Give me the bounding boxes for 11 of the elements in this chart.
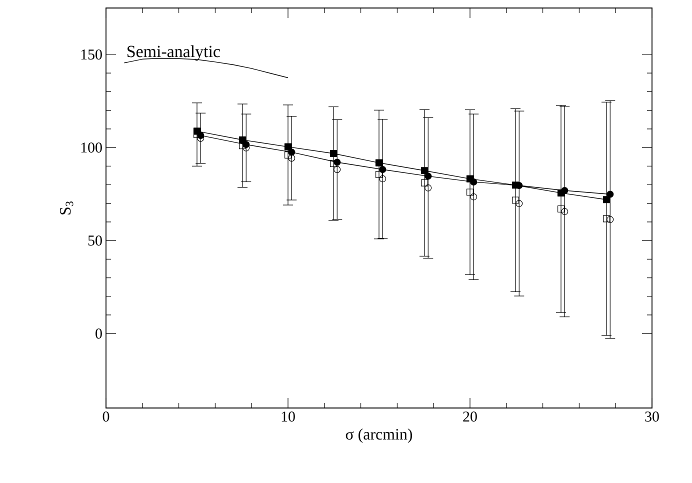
x-tick-label: 10 bbox=[282, 412, 295, 422]
y-tick-label: 50 bbox=[88, 236, 102, 246]
x-tick-label: 0 bbox=[102, 412, 110, 422]
y-tick-label: 0 bbox=[96, 328, 102, 339]
x-axis-title: σ (arcmin) bbox=[346, 428, 412, 443]
x-tick-label: 20 bbox=[463, 412, 477, 422]
y-axis-title: S$_{3}$ bbox=[60, 201, 74, 214]
y-tick-label: 100 bbox=[81, 142, 102, 153]
x-tick-label: 30 bbox=[645, 412, 659, 422]
legend-label: Semi-analytic bbox=[128, 45, 220, 61]
y-tick-label: 150 bbox=[81, 49, 102, 60]
